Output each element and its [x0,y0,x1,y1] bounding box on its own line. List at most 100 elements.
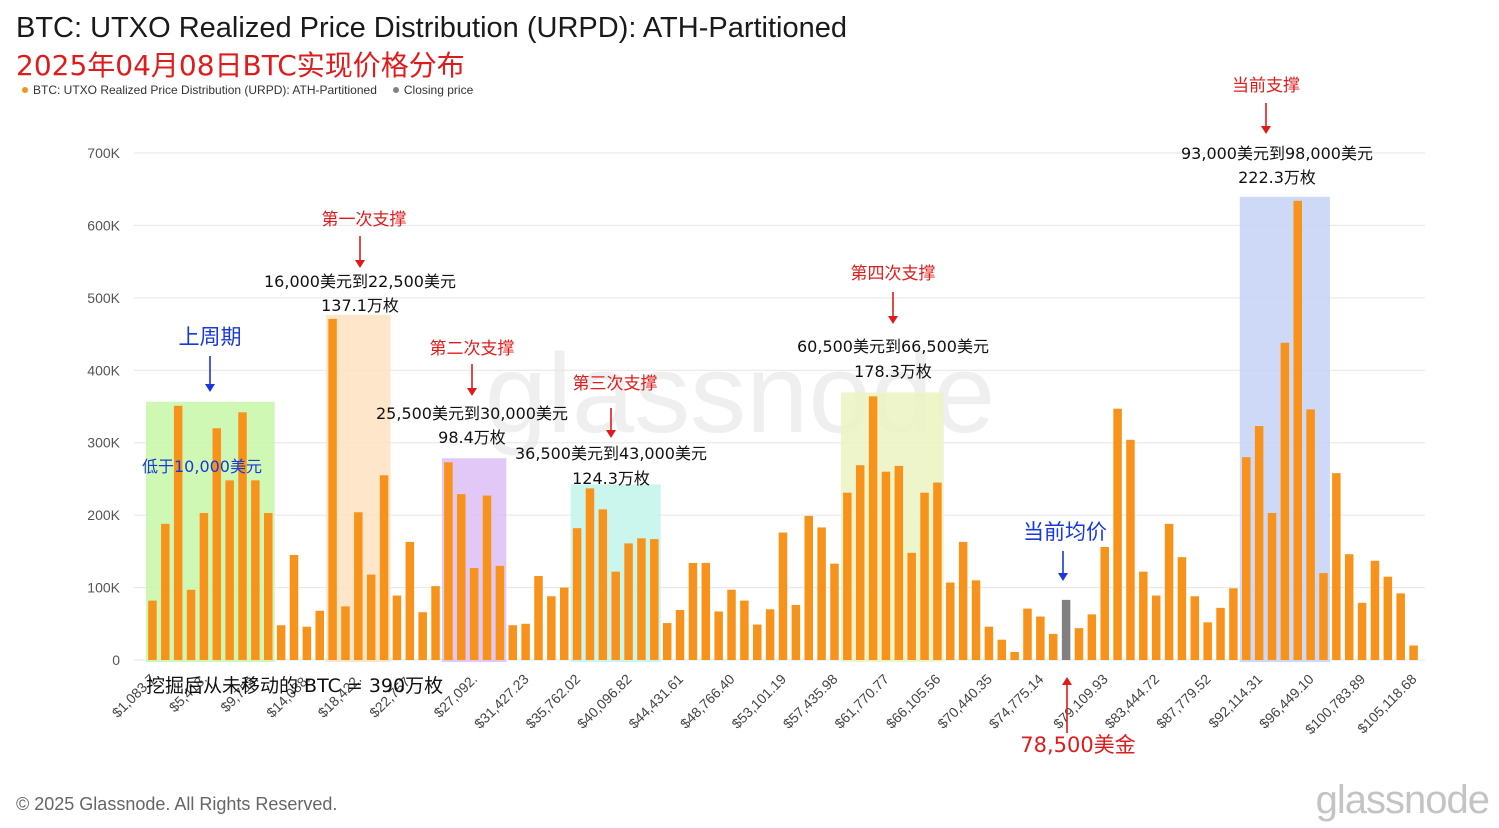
y-tick-label: 700K [87,145,120,161]
bar [1344,554,1354,660]
ann-support2-title: 第二次支撑 [430,339,515,359]
bar [199,512,209,660]
ann-prev-cycle-title: 上周期 [179,325,242,349]
bar [624,543,633,660]
bar [1216,607,1225,660]
bar [984,626,994,660]
x-tick-label: $57,435.98 [780,671,841,732]
bar [753,624,762,660]
bar [920,492,929,660]
ann-current-support-arrowhead [1261,126,1271,134]
bar [971,580,981,660]
bar [714,611,723,660]
y-tick-label: 300K [87,435,120,451]
ann-closing-price-label: 78,500美金 [1020,733,1135,757]
bar [1048,633,1058,660]
ann-support1-arrowhead [355,260,365,268]
bar [392,595,402,660]
bar [482,495,492,660]
bar [1100,547,1109,660]
x-tick-label: $53,101.19 [728,671,789,732]
chart-title: BTC: UTXO Realized Price Distribution (U… [16,12,848,44]
bar [1242,457,1251,660]
bar [341,606,350,660]
ann-current-support-range: 93,000美元到98,000美元 [1181,144,1373,163]
bar [1319,573,1328,660]
bar [598,509,608,660]
bar [289,554,299,660]
legend-item-urpd[interactable]: BTC: UTXO Realized Price Distribution (U… [22,83,377,97]
ann-support1-range: 16,000美元到22,500美元 [264,272,456,291]
bar [1332,473,1341,660]
bar [675,610,685,660]
ann-support2-arrowhead [467,388,477,396]
x-tick-label: $40,096.82 [574,671,635,732]
bar [1409,645,1418,660]
ann-prev-cycle-range: 低于10,000美元 [142,457,262,476]
legend-item-closing[interactable]: Closing price [392,83,474,97]
x-tick-label: $61,770.77 [831,671,892,732]
bar [225,480,234,660]
bar [1113,408,1122,660]
bar [765,609,775,660]
bar [817,527,826,660]
x-tick-label: $79,109.93 [1050,671,1111,732]
bar [173,405,183,660]
ann-support3-title: 第三次支撑 [573,374,658,394]
bar [855,465,865,660]
legend-dot-gray [392,87,399,93]
bar [328,318,337,660]
ann-support2-amount: 98.4万枚 [438,428,506,447]
x-tick-label: $87,779.52 [1153,671,1214,732]
bar [572,528,582,660]
bar [1087,614,1097,660]
bar [791,604,801,660]
ann-support2-range: 25,500美元到30,000美元 [376,404,568,423]
y-tick-label: 400K [87,362,120,378]
ann-support4-range: 60,500美元到66,500美元 [797,337,989,356]
bar [418,612,427,660]
y-tick-label: 0 [112,652,120,668]
bar [1010,652,1019,660]
bar [354,512,363,660]
bar [521,623,530,660]
bar [585,488,595,660]
bar [727,589,736,660]
bar [1151,595,1161,660]
x-tick-label: $83,444.72 [1101,671,1162,732]
bar [534,575,543,660]
x-tick-label: $48,766.40 [677,671,738,732]
legend-dot-orange [22,87,28,93]
bar [1293,200,1302,660]
ann-support4-amount: 178.3万枚 [854,362,932,381]
y-tick-label: 100K [87,580,120,596]
y-axis: 0 100K 200K 300K 400K 500K 600K 700K [87,145,120,668]
bar [830,563,839,660]
bar [778,532,788,660]
ann-support3-arrowhead [606,430,616,438]
x-tick-label: $35,762.02 [522,671,583,732]
bar [637,538,646,660]
bar [958,541,968,660]
bar [161,523,170,660]
bar [1177,557,1187,660]
bar [444,462,453,660]
ann-support4-title: 第四次支撑 [851,264,936,284]
bar [843,492,852,660]
ann-support3-amount: 124.3万枚 [572,469,650,488]
ann-closing-arrowhead [1062,677,1072,685]
x-tick-label: $74,775.14 [986,671,1047,732]
ann-prev-cycle-arrowhead [205,384,215,392]
bar [431,586,440,660]
chart-legend: BTC: UTXO Realized Price Distribution (U… [22,83,473,97]
bar [740,600,749,660]
x-tick-label: $70,440.35 [934,671,995,732]
bar [1280,342,1290,660]
bar [559,587,569,660]
bar [379,475,389,660]
bar [1357,602,1367,660]
bar [688,562,698,660]
legend-label-closing: Closing price [403,83,474,97]
annotations: 上周期 低于10,000美元 第一次支撑 16,000美元到22,500美元 1… [142,76,1373,757]
bar [1383,576,1393,660]
